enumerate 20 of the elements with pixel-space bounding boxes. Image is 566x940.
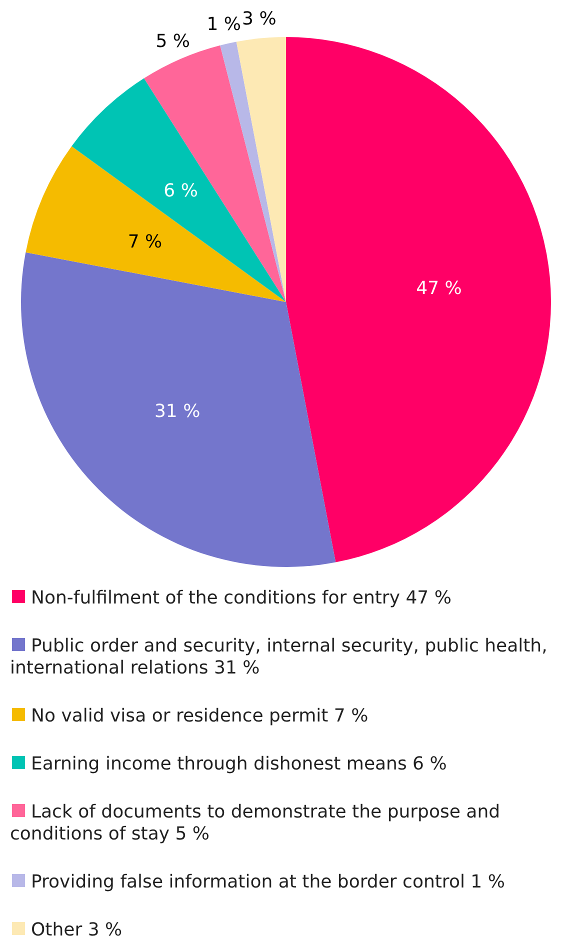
legend-label: Lack of documents to demonstrate the purpose and conditions of stay 5 % <box>10 801 500 844</box>
legend-label: Public order and security, internal security, public health, international relations 31 % <box>10 635 548 678</box>
pie-slice <box>236 37 286 302</box>
legend-label: Providing false information at the border control 1 % <box>31 871 505 892</box>
data-label: 3 % <box>242 8 276 30</box>
legend-label: Non-fulfilment of the conditions for entry 47 % <box>31 587 452 608</box>
data-label: 31 % <box>154 400 200 422</box>
legend-label: Other 3 % <box>31 919 122 940</box>
pie-slice <box>26 146 286 302</box>
pie-slice <box>286 37 551 562</box>
pie-slice <box>72 78 286 302</box>
data-label: 7 % <box>128 231 162 252</box>
data-label: 6 % <box>164 180 198 202</box>
data-label: 47 % <box>416 278 462 299</box>
legend-label: Earning income through dishonest means 6 % <box>31 753 447 774</box>
data-label: 1 % <box>206 14 241 36</box>
legend-label: No valid visa or residence permit 7 % <box>31 705 368 726</box>
data-label: 5 % <box>156 30 190 52</box>
pie-slice <box>220 42 286 302</box>
pie-slice <box>21 252 336 567</box>
